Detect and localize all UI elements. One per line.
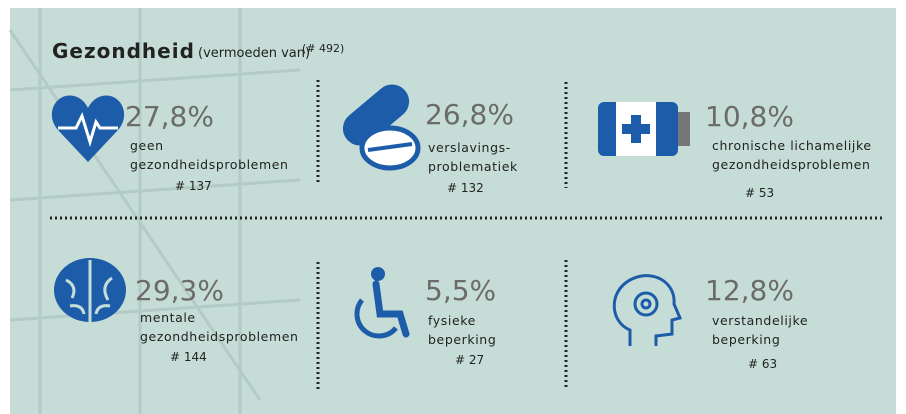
label-line: geen (130, 138, 164, 153)
scaffold-background (8, 8, 301, 414)
medicine-icon (598, 102, 690, 156)
percent: 26,8% (425, 98, 514, 131)
count: # 63 (748, 357, 777, 371)
label-line: verstandelijke (712, 313, 808, 328)
heart-icon (51, 95, 125, 162)
percent: 27,8% (125, 100, 214, 133)
count: # 137 (175, 179, 212, 193)
label-line: beperking (428, 332, 496, 347)
head-gear-icon (612, 274, 683, 346)
pills-icon (342, 84, 421, 171)
card (10, 8, 896, 414)
label-line: gezondheidsproblemen (712, 157, 871, 172)
wheelchair-icon (354, 267, 410, 339)
label-line: fysieke (428, 313, 476, 328)
count: # 53 (745, 186, 774, 200)
label-line: gezondheidsproblemen (130, 157, 289, 172)
label-line: beperking (712, 332, 780, 347)
percent: 12,8% (705, 274, 794, 307)
label-line: problematiek (428, 159, 518, 174)
count: # 144 (170, 350, 207, 364)
percent: 10,8% (705, 100, 794, 133)
percent: 29,3% (135, 274, 224, 307)
brain-icon (54, 258, 126, 322)
subtitle: (vermoeden van) (198, 46, 310, 61)
label-line: mentale (140, 310, 196, 325)
count: # 27 (455, 353, 484, 367)
percent: 5,5% (425, 274, 496, 307)
label-line: gezondheidsproblemen (140, 329, 299, 344)
label-line: chronische lichamelijke (712, 138, 872, 153)
total: (# 492) (302, 42, 344, 55)
label-line: verslavings- (428, 140, 511, 155)
title: Gezondheid (52, 39, 195, 63)
count: # 132 (447, 181, 484, 195)
